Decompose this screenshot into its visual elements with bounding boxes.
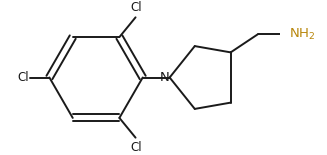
- Text: N: N: [159, 71, 169, 84]
- Text: Cl: Cl: [130, 141, 142, 154]
- Text: Cl: Cl: [17, 71, 29, 84]
- Text: NH$_2$: NH$_2$: [289, 27, 316, 42]
- Text: Cl: Cl: [130, 1, 142, 14]
